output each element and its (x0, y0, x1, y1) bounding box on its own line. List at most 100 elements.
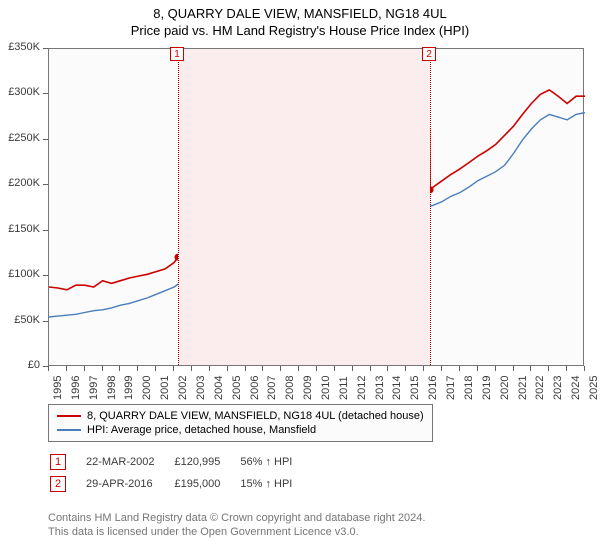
legend-item: HPI: Average price, detached house, Mans… (57, 423, 424, 437)
xtick-label: 2010 (320, 376, 332, 400)
legend-item: 8, QUARRY DALE VIEW, MANSFIELD, NG18 4UL… (57, 409, 424, 423)
transaction-delta: 15% ↑ HPI (240, 474, 310, 494)
marker-badge: 1 (170, 47, 184, 61)
xtick-label: 2024 (570, 376, 582, 400)
ytick-mark (43, 321, 48, 322)
ytick-label: £300K (0, 86, 40, 98)
xtick-label: 2003 (195, 376, 207, 400)
transaction-delta: 56% ↑ HPI (240, 452, 310, 472)
xtick-mark (209, 366, 210, 371)
transaction-row: 2 29-APR-2016£195,00015% ↑ HPI (50, 474, 310, 494)
xtick-mark (280, 366, 281, 371)
xtick-label: 1995 (52, 376, 64, 400)
xtick-label: 2016 (427, 376, 439, 400)
xtick-label: 2008 (284, 376, 296, 400)
ytick-mark (43, 48, 48, 49)
xtick-mark (66, 366, 67, 371)
xtick-mark (495, 366, 496, 371)
xtick-mark (584, 366, 585, 371)
xtick-mark (477, 366, 478, 371)
transaction-price: £120,995 (174, 452, 238, 472)
ytick-label: £0 (0, 359, 40, 371)
xtick-mark (173, 366, 174, 371)
xtick-mark (513, 366, 514, 371)
transaction-badge: 1 (50, 454, 66, 470)
legend-swatch (57, 415, 81, 417)
ytick-label: £200K (0, 177, 40, 189)
xtick-mark (405, 366, 406, 371)
xtick-mark (245, 366, 246, 371)
xtick-label: 2017 (445, 376, 457, 400)
xtick-label: 1997 (88, 376, 100, 400)
xtick-label: 2005 (231, 376, 243, 400)
transaction-date: 29-APR-2016 (86, 474, 172, 494)
xtick-mark (459, 366, 460, 371)
xtick-mark (137, 366, 138, 371)
transaction-badge: 2 (50, 476, 66, 492)
xtick-mark (441, 366, 442, 371)
footer-line-1: Contains HM Land Registry data © Crown c… (48, 512, 425, 524)
ytick-label: £250K (0, 132, 40, 144)
xtick-label: 2007 (266, 376, 278, 400)
xtick-mark (566, 366, 567, 371)
xtick-label: 2022 (534, 376, 546, 400)
xtick-mark (530, 366, 531, 371)
xtick-label: 1999 (123, 376, 135, 400)
marker-badge: 2 (422, 47, 436, 61)
xtick-label: 2019 (481, 376, 493, 400)
ytick-mark (43, 230, 48, 231)
xtick-mark (191, 366, 192, 371)
xtick-mark (316, 366, 317, 371)
ytick-mark (43, 184, 48, 185)
ytick-mark (43, 93, 48, 94)
legend-label: HPI: Average price, detached house, Mans… (87, 424, 316, 436)
xtick-mark (48, 366, 49, 371)
legend-label: 8, QUARRY DALE VIEW, MANSFIELD, NG18 4UL… (87, 410, 424, 422)
ytick-label: £350K (0, 41, 40, 53)
xtick-label: 2012 (356, 376, 368, 400)
xtick-label: 2011 (338, 376, 350, 400)
xtick-mark (155, 366, 156, 371)
transaction-date: 22-MAR-2002 (86, 452, 172, 472)
xtick-label: 2004 (213, 376, 225, 400)
legend-swatch (57, 429, 81, 431)
xtick-mark (262, 366, 263, 371)
legend-box: 8, QUARRY DALE VIEW, MANSFIELD, NG18 4UL… (48, 404, 433, 442)
chart-subtitle: Price paid vs. HM Land Registry's House … (0, 21, 600, 42)
xtick-label: 2021 (517, 376, 529, 400)
highlight-band (178, 49, 430, 365)
xtick-label: 2025 (588, 376, 600, 400)
marker-vline (178, 49, 179, 365)
xtick-label: 2014 (391, 376, 403, 400)
chart-title: 8, QUARRY DALE VIEW, MANSFIELD, NG18 4UL (0, 0, 600, 21)
xtick-mark (102, 366, 103, 371)
chart-container: 8, QUARRY DALE VIEW, MANSFIELD, NG18 4UL… (0, 0, 600, 560)
xtick-label: 1998 (106, 376, 118, 400)
xtick-label: 2013 (374, 376, 386, 400)
transaction-price: £195,000 (174, 474, 238, 494)
xtick-label: 2009 (302, 376, 314, 400)
xtick-mark (387, 366, 388, 371)
xtick-label: 2002 (177, 376, 189, 400)
xtick-mark (119, 366, 120, 371)
ytick-label: £150K (0, 223, 40, 235)
xtick-label: 2015 (409, 376, 421, 400)
xtick-mark (370, 366, 371, 371)
xtick-mark (352, 366, 353, 371)
xtick-label: 2006 (249, 376, 261, 400)
xtick-mark (334, 366, 335, 371)
ytick-label: £50K (0, 314, 40, 326)
xtick-mark (548, 366, 549, 371)
xtick-label: 2001 (159, 376, 171, 400)
xtick-mark (298, 366, 299, 371)
xtick-mark (84, 366, 85, 371)
ytick-label: £100K (0, 268, 40, 280)
footer-line-2: This data is licensed under the Open Gov… (48, 526, 359, 538)
xtick-mark (227, 366, 228, 371)
xtick-label: 2023 (552, 376, 564, 400)
xtick-label: 1996 (70, 376, 82, 400)
ytick-mark (43, 275, 48, 276)
xtick-label: 2000 (141, 376, 153, 400)
transaction-row: 1 22-MAR-2002£120,99556% ↑ HPI (50, 452, 310, 472)
xtick-label: 2020 (499, 376, 511, 400)
